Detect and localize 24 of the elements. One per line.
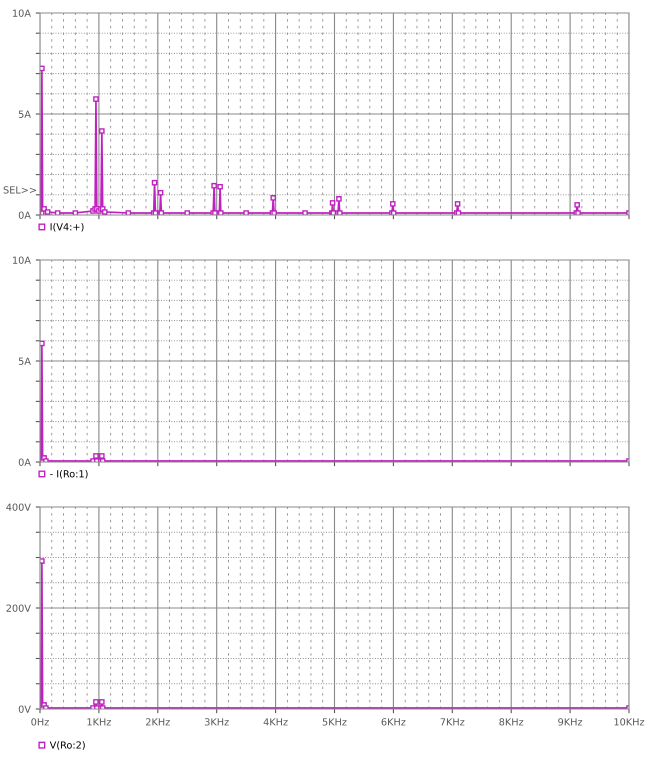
y-tick-label: 0V	[18, 705, 31, 713]
y-tick-label: 400V	[6, 503, 31, 511]
x-tick-label: 4KHz	[264, 718, 288, 726]
y-tick-label: 5A	[18, 110, 31, 118]
x-tick-label: 3KHz	[204, 718, 229, 726]
x-tick-label: 6KHz	[382, 718, 406, 726]
legend-label: I(V4:+)	[50, 222, 84, 232]
y-tick-label: 10A	[13, 9, 31, 17]
x-tick-label: 1KHz	[87, 718, 111, 726]
x-tick-label: 7KHz	[440, 718, 464, 726]
x-tick-label: 10KHz	[614, 718, 644, 726]
x-tick-label: 5KHz	[322, 718, 347, 726]
y-tick-label: 200V	[6, 604, 31, 612]
legend-label: - I(Ro:1)	[50, 470, 88, 479]
x-tick-label: 0Hz	[31, 718, 49, 726]
x-tick-label: 8KHz	[499, 718, 524, 726]
x-tick-label: 2KHz	[146, 718, 170, 726]
y-tick-label: 5A	[18, 358, 31, 365]
y-tick-label: 0A	[18, 458, 31, 466]
y-tick-label: 10A	[13, 256, 31, 264]
text: SEL>>	[4, 186, 36, 194]
y-tick-label: 0A	[18, 211, 31, 219]
x-tick-label: 9KHz	[558, 718, 582, 726]
legend-label: V(Ro:2)	[50, 741, 85, 750]
